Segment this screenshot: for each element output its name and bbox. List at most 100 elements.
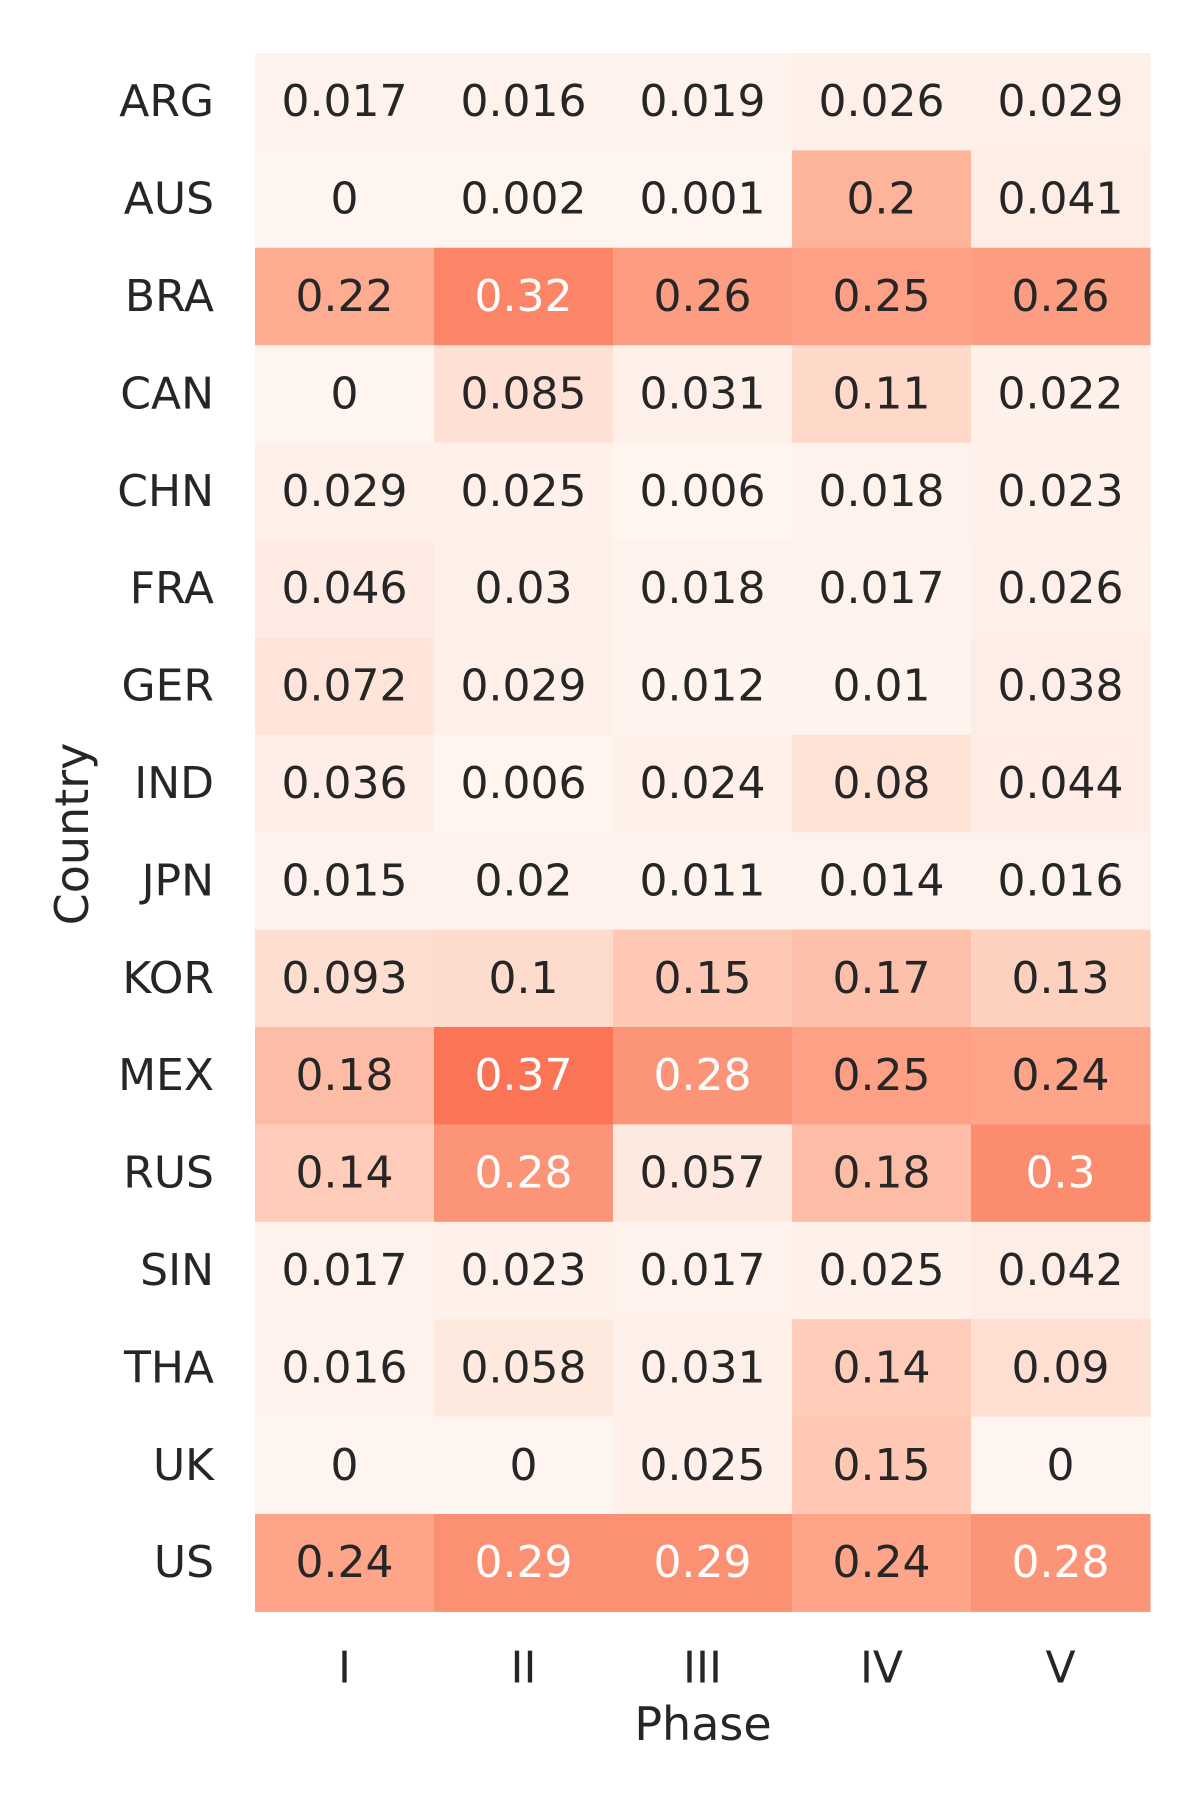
x-tick-labels: I II III IV V [338, 1643, 1076, 1694]
cell-value-label: 0.18 [296, 1050, 394, 1101]
heatmap-cell-CAN-IV [792, 345, 972, 444]
heatmap-cell-ARG-II [434, 53, 614, 151]
heatmap-cell-CHN-I [255, 442, 435, 541]
cell-value-label: 0.017 [282, 1245, 408, 1296]
heatmap-cell-MEX-III [613, 1027, 793, 1125]
cell-value-label: 0.031 [640, 368, 766, 419]
heatmap-cell-JPN-III [613, 832, 793, 931]
y-tick-label: SIN [140, 1245, 214, 1296]
cell-value-label: 0.042 [998, 1245, 1124, 1296]
heatmap-cell-US-III [613, 1514, 793, 1612]
cell-value-label: 0.072 [282, 661, 408, 712]
cell-value-label: 0.3 [1026, 1148, 1096, 1199]
heatmap-cells: 0.017 0.016 0.019 0.026 0.029 0 0.002 0.001 0.2 0… [255, 53, 1151, 1612]
cell-value-label: 0.001 [640, 174, 766, 225]
heatmap-cell-AUS-I [255, 150, 435, 249]
cell-value-label: 0 [331, 174, 359, 225]
cell-value-label: 0.024 [640, 758, 766, 809]
heatmap-cell-GER-II [434, 637, 614, 736]
cell-value-label: 0.022 [998, 368, 1124, 419]
heatmap-cell-RUS-I [255, 1124, 435, 1223]
cell-value-label: 0.011 [640, 855, 766, 906]
heatmap-cell-MEX-V [971, 1027, 1151, 1125]
y-tick-label: IND [134, 758, 214, 809]
cell-value-label: 0.012 [640, 661, 766, 712]
cell-value-label: 0.044 [998, 758, 1124, 809]
cell-value-label: 0.018 [640, 563, 766, 614]
heatmap-cell-MEX-I [255, 1027, 435, 1125]
cell-value-label: 0.29 [475, 1537, 573, 1588]
x-tick-label: III [683, 1643, 722, 1694]
heatmap-cell-AUS-IV [792, 150, 972, 249]
heatmap-cell-MEX-IV [792, 1027, 972, 1125]
cell-value-label: 0.14 [296, 1148, 394, 1199]
heatmap-cell-IND-I [255, 734, 435, 833]
heatmap-cell-THA-II [434, 1319, 614, 1418]
cell-value-label: 0 [331, 1440, 359, 1491]
y-tick-label: US [154, 1537, 214, 1588]
heatmap-cell-JPN-IV [792, 832, 972, 931]
cell-value-label: 0.002 [461, 174, 587, 225]
cell-value-label: 0.11 [833, 368, 931, 419]
cell-value-label: 0.26 [654, 271, 752, 322]
cell-value-label: 0.15 [654, 953, 752, 1004]
heatmap-cell-FRA-V [971, 540, 1151, 638]
heatmap-cell-CAN-II [434, 345, 614, 444]
heatmap-cell-RUS-II [434, 1124, 614, 1223]
heatmap-cell-SIN-I [255, 1221, 435, 1320]
cell-value-label: 0.08 [833, 758, 931, 809]
x-axis-label: Phase [634, 1697, 771, 1751]
heatmap-cell-US-IV [792, 1514, 972, 1612]
cell-value-label: 0.24 [833, 1537, 931, 1588]
heatmap-cell-UK-V [971, 1416, 1151, 1515]
x-tick-label: I [338, 1643, 351, 1694]
heatmap-cell-FRA-III [613, 540, 793, 638]
cell-value-label: 0 [1047, 1440, 1075, 1491]
cell-value-label: 0.24 [296, 1537, 394, 1588]
y-tick-label: CAN [120, 368, 214, 419]
heatmap-cell-KOR-V [971, 929, 1151, 1028]
heatmap-cell-AUS-V [971, 150, 1151, 249]
cell-value-label: 0.016 [461, 76, 587, 127]
heatmap-cell-JPN-V [971, 832, 1151, 931]
cell-value-label: 0.25 [833, 271, 931, 322]
heatmap-cell-BRA-II [434, 247, 614, 346]
cell-value-label: 0 [331, 368, 359, 419]
y-tick-label: RUS [123, 1148, 214, 1199]
cell-value-label: 0.085 [461, 368, 587, 419]
heatmap-cell-BRA-III [613, 247, 793, 346]
cell-value-label: 0.029 [282, 466, 408, 517]
x-tick-label: II [511, 1643, 537, 1694]
heatmap-cell-UK-IV [792, 1416, 972, 1515]
cell-value-label: 0.28 [654, 1050, 752, 1101]
heatmap-cell-JPN-I [255, 832, 435, 931]
heatmap-cell-BRA-V [971, 247, 1151, 346]
heatmap-cell-RUS-V [971, 1124, 1151, 1223]
heatmap-cell-GER-V [971, 637, 1151, 736]
heatmap-cell-GER-IV [792, 637, 972, 736]
heatmap-cell-AUS-III [613, 150, 793, 249]
heatmap-cell-CAN-I [255, 345, 435, 444]
heatmap-cell-CAN-III [613, 345, 793, 444]
cell-value-label: 0.1 [489, 953, 559, 1004]
y-tick-label: FRA [130, 563, 214, 614]
heatmap-cell-THA-V [971, 1319, 1151, 1418]
cell-value-label: 0.09 [1012, 1342, 1110, 1393]
cell-value-label: 0.014 [819, 855, 945, 906]
heatmap-cell-ARG-V [971, 53, 1151, 151]
y-tick-labels: ARG AUS BRA CAN CHN FRA GER IND JPN KOR MEX RUS SIN T… [117, 76, 215, 1588]
heatmap-cell-SIN-IV [792, 1221, 972, 1320]
heatmap-cell-SIN-II [434, 1221, 614, 1320]
cell-value-label: 0.025 [640, 1440, 766, 1491]
y-tick-label: ARG [119, 76, 214, 127]
heatmap-cell-ARG-I [255, 53, 435, 151]
cell-value-label: 0.017 [819, 563, 945, 614]
heatmap-cell-US-II [434, 1514, 614, 1612]
cell-value-label: 0.15 [833, 1440, 931, 1491]
cell-value-label: 0.015 [282, 855, 408, 906]
heatmap-cell-UK-II [434, 1416, 614, 1515]
heatmap-cell-CHN-II [434, 442, 614, 541]
heatmap-cell-BRA-I [255, 247, 435, 346]
y-tick-label: AUS [124, 174, 214, 225]
